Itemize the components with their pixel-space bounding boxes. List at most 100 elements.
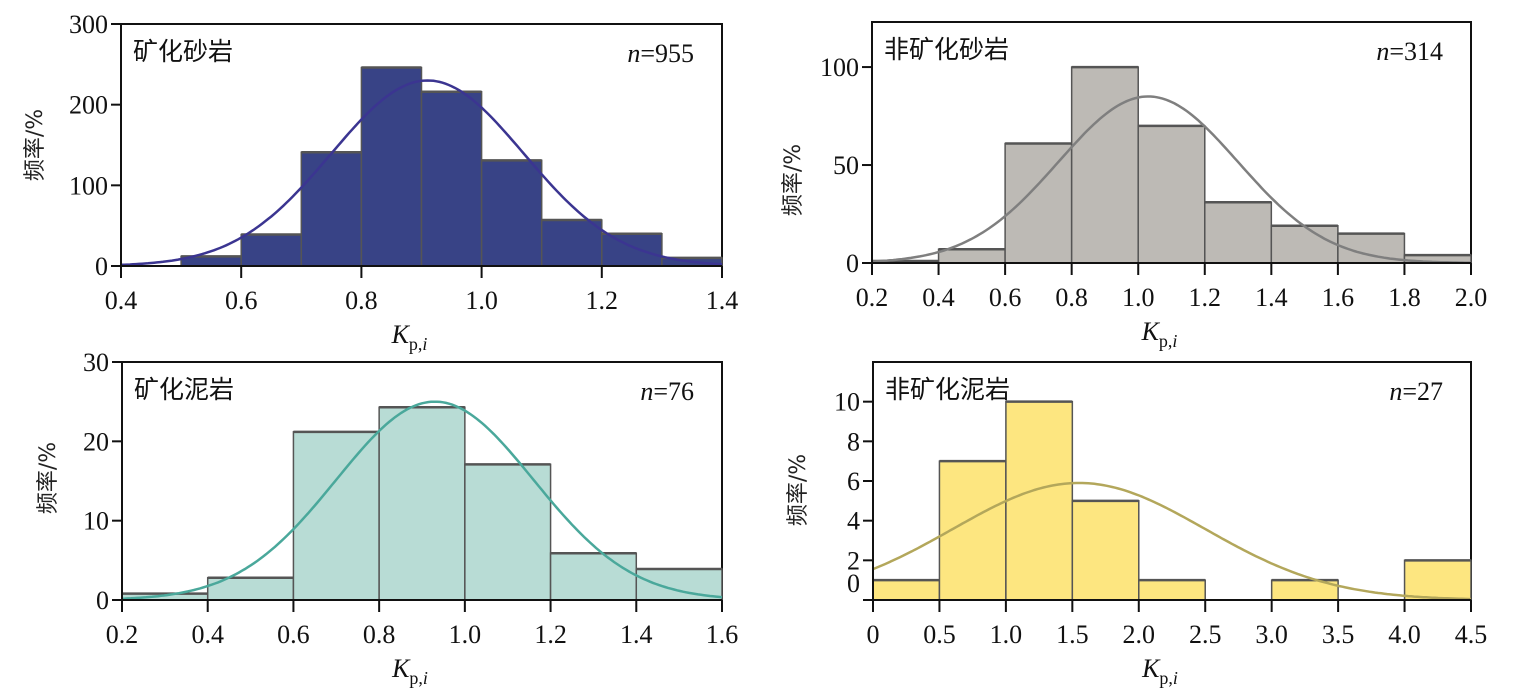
x-label-subscript: p, <box>1159 331 1173 351</box>
y-tick-label: 100 <box>820 53 859 82</box>
y-tick-label: 200 <box>69 91 108 120</box>
histogram-bar <box>1071 500 1140 601</box>
y-tick-label: 0 <box>95 252 108 281</box>
n-symbol: n <box>640 377 653 406</box>
histogram-bar <box>1138 579 1206 601</box>
x-label-subscript: p, <box>409 334 423 354</box>
x-tick-label: 1.8 <box>1388 283 1421 312</box>
histogram-bar <box>1270 225 1339 264</box>
histogram-bar <box>420 91 483 267</box>
x-axis-label: Kp,i <box>1141 654 1178 688</box>
x-tick-label: 2.5 <box>1189 620 1222 649</box>
x-tick-label: 4.0 <box>1388 620 1421 649</box>
x-tick-label: 1.0 <box>449 620 482 649</box>
sample-count-label: n=27 <box>1389 377 1443 406</box>
x-tick-label: 0.8 <box>1055 283 1088 312</box>
x-label-main: K <box>1141 317 1161 346</box>
chart-panel-p1: 0.4 0.6 0.8 1.0 1.2 1.4 0 100 200 300 矿化砂岩 n=955 Kp,… <box>23 10 738 354</box>
x-axis-label: Kp,i <box>391 654 428 688</box>
x-axis-label: Kp,i <box>391 320 428 354</box>
histogram-bar <box>300 151 363 267</box>
y-tick-label: 0 <box>847 569 860 598</box>
x-tick-label: 4.5 <box>1455 620 1488 649</box>
histogram-bar <box>549 552 638 601</box>
y-tick-label: 20 <box>83 427 109 456</box>
n-symbol: n <box>1389 377 1402 406</box>
x-label-main: K <box>391 654 411 683</box>
histogram-bar <box>540 219 603 267</box>
histogram-bar <box>292 431 380 601</box>
x-tick-label: 1.5 <box>1056 620 1089 649</box>
panel-title: 矿化砂岩 <box>133 37 233 66</box>
sample-count-label: n=955 <box>627 39 694 68</box>
x-tick-label: 1.4 <box>1255 283 1288 312</box>
histogram-bar <box>872 579 941 601</box>
n-value: =955 <box>640 39 694 68</box>
normal-fit-curve <box>121 400 723 600</box>
histogram-bar <box>1204 201 1273 264</box>
y-axis-label: 频率/% <box>36 442 61 514</box>
x-tick-label: 1.6 <box>706 620 739 649</box>
x-label-subscript-i: i <box>1172 331 1177 351</box>
x-tick-label: 0.6 <box>225 286 258 315</box>
x-tick-label: 2.0 <box>1455 283 1488 312</box>
x-tick-label: 1.0 <box>1122 283 1155 312</box>
y-tick-label: 0 <box>846 249 859 278</box>
x-tick-label: 0 <box>867 620 880 649</box>
histogram-bar <box>378 406 466 601</box>
histogram-bar <box>1403 559 1472 601</box>
x-tick-label: 2.0 <box>1123 620 1156 649</box>
x-tick-label: 1.0 <box>990 620 1023 649</box>
x-label-subscript-i: i <box>423 668 428 688</box>
x-tick-label: 3.0 <box>1255 620 1288 649</box>
histogram-bar <box>1137 125 1206 264</box>
y-tick-label: 6 <box>847 467 860 496</box>
x-label-main: K <box>1141 654 1161 683</box>
x-tick-label: 0.2 <box>856 283 889 312</box>
y-axis-label: 频率/% <box>786 454 811 526</box>
histogram-bar <box>1070 66 1139 264</box>
x-tick-label: 1.4 <box>620 620 653 649</box>
histogram-bar <box>937 248 1006 264</box>
normal-fit-curve <box>872 481 1472 601</box>
histogram-bar <box>464 463 552 601</box>
y-tick-label: 8 <box>847 427 860 456</box>
x-tick-label: 0.5 <box>923 620 956 649</box>
n-value: =27 <box>1402 377 1443 406</box>
x-tick-label: 0.2 <box>106 620 139 649</box>
x-tick-label: 1.2 <box>534 620 567 649</box>
y-tick-label: 2 <box>847 546 860 575</box>
x-tick-label: 3.5 <box>1322 620 1355 649</box>
panel-title: 矿化泥岩 <box>134 375 234 404</box>
x-label-main: K <box>391 320 411 349</box>
x-label-subscript: p, <box>1159 668 1173 688</box>
n-value: =76 <box>653 377 694 406</box>
panel-title: 非矿化泥岩 <box>885 375 1010 404</box>
panel-title: 非矿化砂岩 <box>884 35 1009 64</box>
y-tick-label: 4 <box>847 507 860 536</box>
histogram-bar <box>240 233 303 267</box>
x-tick-label: 0.8 <box>363 620 396 649</box>
histogram-bar <box>480 159 543 267</box>
x-tick-label: 1.0 <box>465 286 498 315</box>
y-tick-label: 100 <box>69 171 108 200</box>
y-tick-label: 10 <box>83 507 109 536</box>
normal-fit-curve <box>871 95 1471 264</box>
histogram-bar <box>360 66 423 267</box>
x-label-subscript-i: i <box>422 334 427 354</box>
x-tick-label: 0.4 <box>922 283 955 312</box>
n-symbol: n <box>1376 37 1389 66</box>
sample-count-label: n=314 <box>1376 37 1443 66</box>
histogram-bar <box>601 232 663 267</box>
x-tick-label: 0.6 <box>989 283 1022 312</box>
y-tick-label: 0 <box>96 586 109 615</box>
y-tick-label: 50 <box>833 151 859 180</box>
x-tick-label: 1.6 <box>1322 283 1355 312</box>
x-tick-label: 0.8 <box>345 286 378 315</box>
sample-count-label: n=76 <box>640 377 694 406</box>
n-symbol: n <box>627 39 640 68</box>
normal-fit-curve <box>120 79 723 267</box>
y-tick-label: 300 <box>69 10 108 39</box>
